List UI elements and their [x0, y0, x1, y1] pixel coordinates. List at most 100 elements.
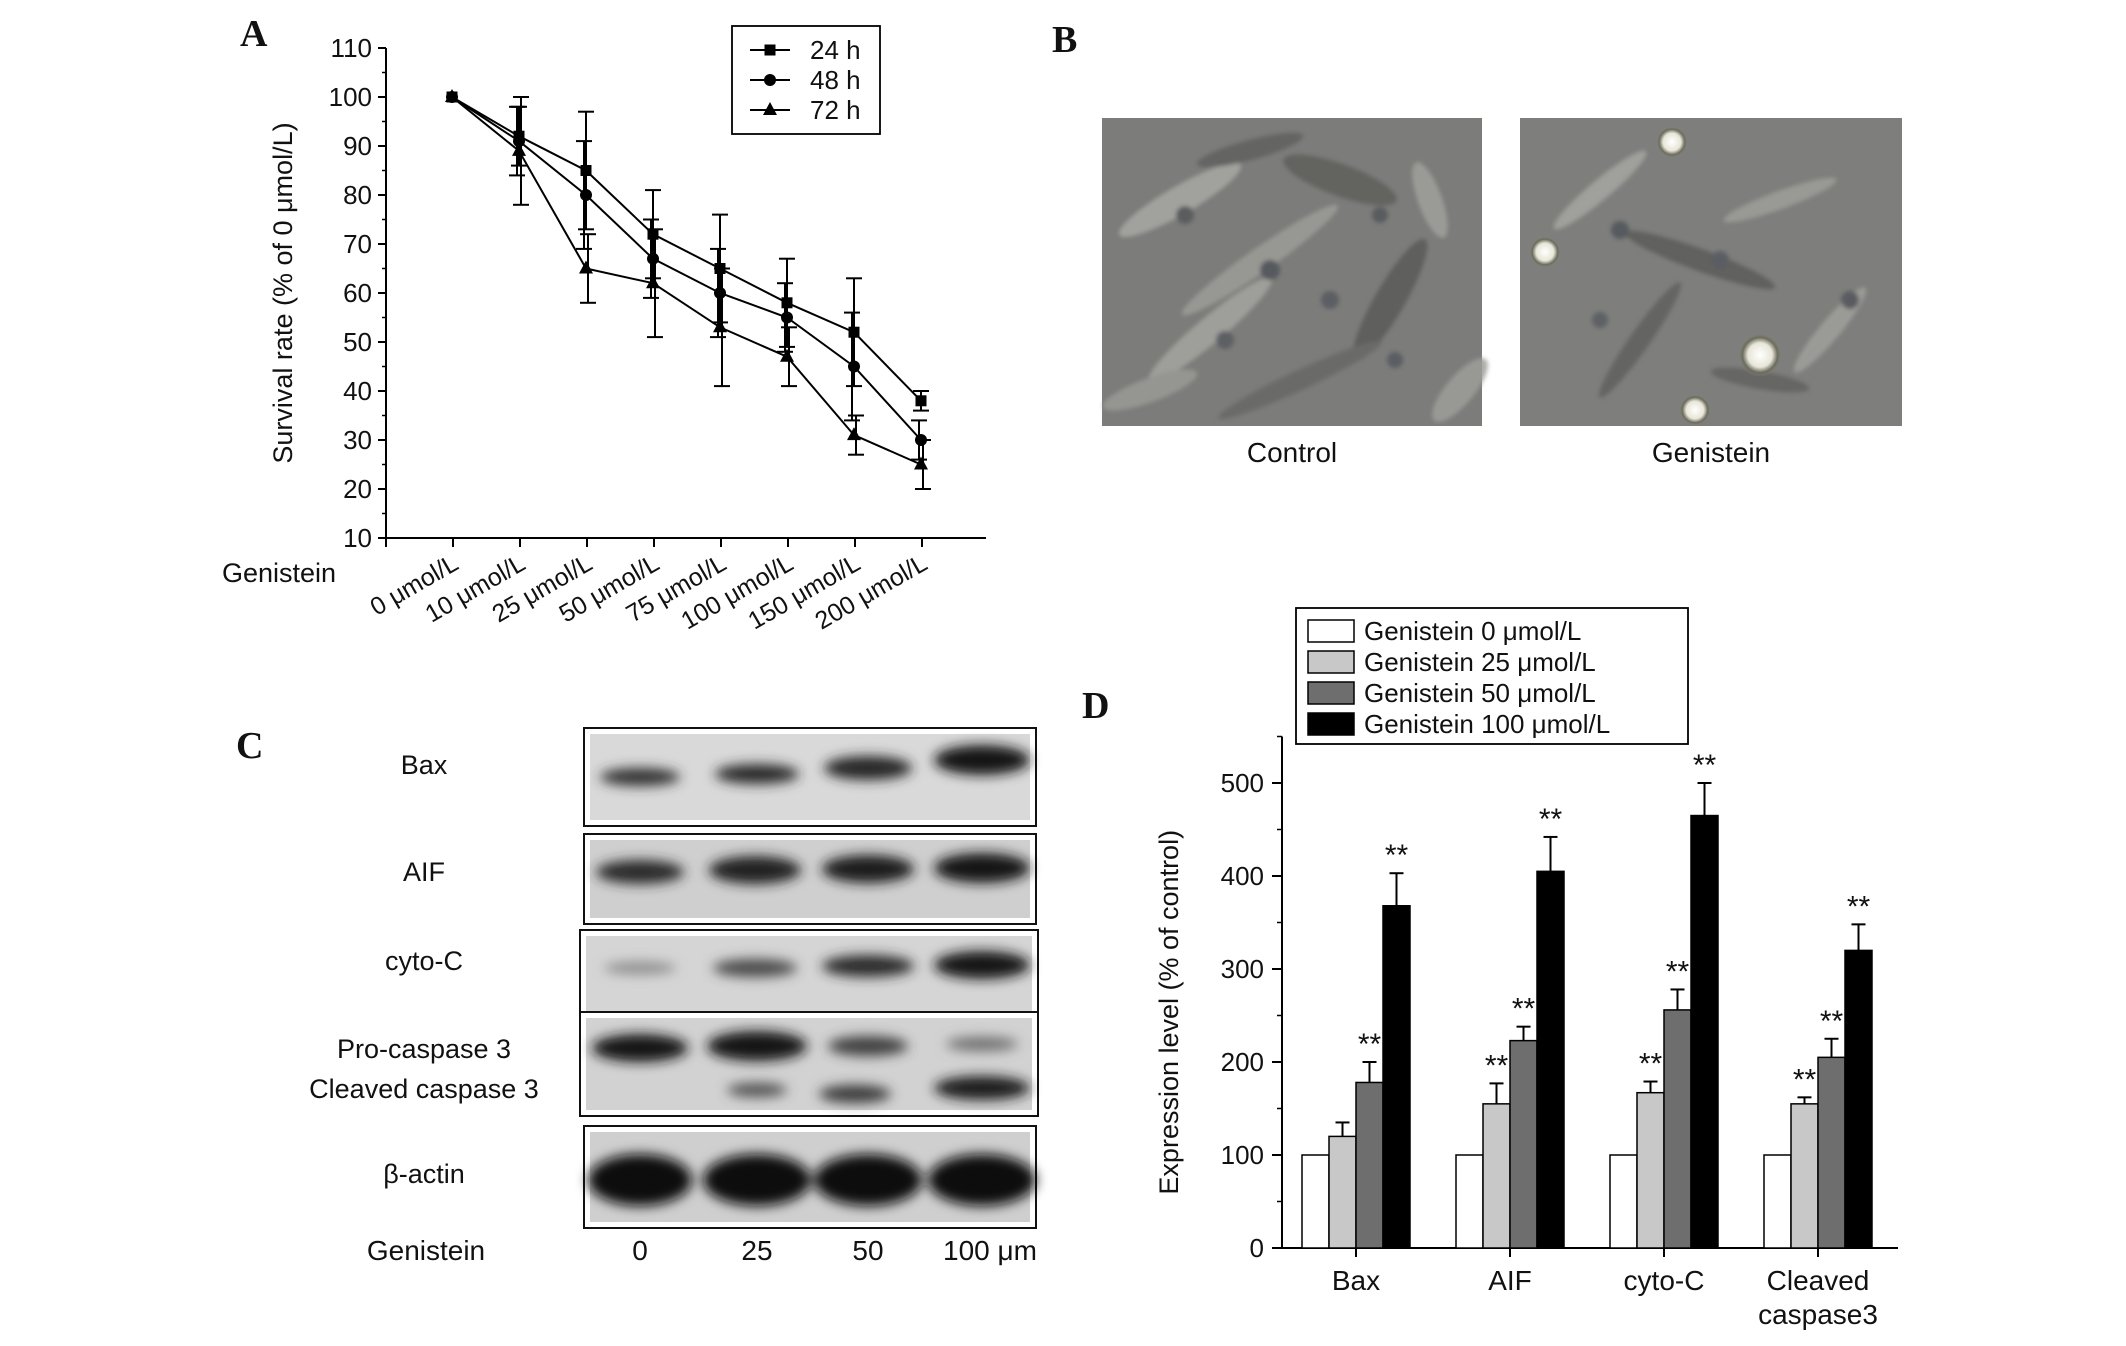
- a-data-point: [847, 427, 861, 441]
- d-legend-label: Genistein 50 μmol/L: [1364, 678, 1596, 708]
- d-significance-mark: **: [1666, 955, 1690, 988]
- band-label-bax: Bax: [401, 750, 448, 780]
- a-legend-marker: [764, 74, 776, 86]
- micrograph-control: [1102, 118, 1488, 426]
- d-significance-mark: **: [1358, 1028, 1382, 1061]
- a-data-point: [647, 228, 659, 240]
- a-data-point: [714, 287, 726, 299]
- d-significance-mark: **: [1793, 1063, 1817, 1096]
- d-bar: [1355, 1081, 1384, 1249]
- d-y-tick-label: 100: [1221, 1140, 1264, 1170]
- d-bar: [1817, 1056, 1846, 1249]
- d-legend-label: Genistein 0 μmol/L: [1364, 616, 1581, 646]
- d-legend-label: Genistein 100 μmol/L: [1364, 709, 1610, 739]
- a-legend-label: 24 h: [810, 35, 861, 65]
- d-bar: [1482, 1103, 1511, 1249]
- a-y-tick-label: 100: [329, 82, 372, 112]
- panel-c: C Bax AIF cyto-C Pro-caspase 3 Cleaved c…: [236, 725, 1039, 1266]
- lane-label-100: 100 μm: [943, 1235, 1037, 1266]
- lane-label-50: 50: [852, 1235, 883, 1266]
- d-legend-swatch: [1307, 712, 1355, 736]
- d-legend-box: [1295, 607, 1689, 745]
- a-data-point: [713, 319, 727, 333]
- band-label-beta-actin: β-actin: [383, 1159, 465, 1189]
- panel-d: D 0 100 200 300 400 500 Expression level (% of…: [1082, 607, 1898, 1330]
- a-y-tick-label: 50: [343, 327, 372, 357]
- d-y-axis-title: Expression level (% of control): [1154, 830, 1184, 1195]
- panel-b: B: [1052, 19, 1902, 468]
- d-x-tick-label: AIF: [1488, 1265, 1532, 1296]
- a-data-point: [580, 189, 592, 201]
- d-legend-swatch: [1307, 619, 1355, 643]
- panel-b-letter: B: [1052, 19, 1077, 61]
- micrograph-genistein: [1520, 118, 1902, 426]
- d-significance-mark: **: [1820, 1005, 1844, 1038]
- d-significance-mark: **: [1847, 890, 1871, 923]
- band-label-aif: AIF: [403, 857, 445, 887]
- d-bar: [1509, 1039, 1538, 1249]
- a-y-tick-label: 40: [343, 376, 372, 406]
- a-legend-marker: [763, 102, 777, 115]
- expression-chart: 0 100 200 300 400 500 Expression level (% of c…: [1154, 607, 1898, 1330]
- d-bar: [1663, 1009, 1692, 1249]
- a-data-point: [445, 89, 459, 102]
- a-series-line: [451, 96, 922, 402]
- a-data-point: [780, 348, 794, 362]
- band-label-pro-caspase3: Pro-caspase 3: [337, 1034, 511, 1064]
- a-series-line: [451, 96, 922, 466]
- lane-row-label: Genistein: [367, 1235, 485, 1266]
- d-significance-mark: **: [1512, 993, 1536, 1026]
- d-legend-swatch: [1307, 681, 1355, 705]
- a-data-point: [647, 252, 659, 265]
- d-bar: [1636, 1091, 1665, 1249]
- a-data-point: [914, 456, 928, 470]
- micrograph-label-control: Control: [1247, 437, 1337, 468]
- d-significance-mark: **: [1485, 1049, 1509, 1082]
- a-y-tick-label: 80: [343, 180, 372, 210]
- d-x-tick-label: Bax: [1332, 1265, 1380, 1296]
- a-y-tick-label: 20: [343, 474, 372, 504]
- panel-c-letter: C: [236, 725, 263, 767]
- a-y-axis-title: Survival rate (% of 0 μmol/L): [268, 122, 298, 463]
- d-bar: [1328, 1135, 1357, 1249]
- a-series-line: [451, 96, 922, 441]
- d-x-tick-label: cyto-C: [1624, 1265, 1705, 1296]
- d-y-tick-label: 200: [1221, 1047, 1264, 1077]
- blot-caspase3: [579, 1011, 1039, 1117]
- a-y-tick-label: 30: [343, 425, 372, 455]
- lane-label-0: 0: [632, 1235, 648, 1266]
- d-legend-label: Genistein 25 μmol/L: [1364, 647, 1596, 677]
- d-y-tick-label: 500: [1221, 768, 1264, 798]
- blot-aif: [583, 833, 1037, 925]
- d-y-tick-label: 300: [1221, 954, 1264, 984]
- d-bar: [1301, 1154, 1330, 1249]
- d-significance-mark: **: [1639, 1048, 1663, 1081]
- band-label-cleaved-caspase3: Cleaved caspase 3: [309, 1074, 539, 1104]
- a-data-point: [848, 360, 860, 373]
- blot-cyto-c: [579, 929, 1039, 1021]
- d-legend-swatch: [1307, 650, 1355, 674]
- a-data-point: [579, 260, 593, 274]
- a-legend-label: 48 h: [810, 65, 861, 95]
- a-legend-marker: [764, 44, 776, 56]
- blot-beta-actin: [583, 1125, 1037, 1229]
- a-data-point: [781, 311, 793, 324]
- micrograph-label-genistein: Genistein: [1652, 437, 1770, 468]
- a-data-point: [781, 297, 793, 309]
- d-x-tick-label-line2: caspase3: [1758, 1299, 1878, 1330]
- a-y-tick-label: 60: [343, 278, 372, 308]
- d-bar: [1763, 1154, 1792, 1249]
- d-bar: [1790, 1103, 1819, 1249]
- a-legend-label: 72 h: [810, 95, 861, 125]
- blot-bax: [583, 727, 1037, 827]
- d-bar: [1690, 814, 1719, 1249]
- a-y-tick-label: 10: [343, 523, 372, 553]
- a-y-tick-label: 110: [331, 33, 372, 63]
- d-y-tick-label: 400: [1221, 861, 1264, 891]
- a-data-point: [512, 142, 526, 156]
- d-y-tick-label: 0: [1250, 1233, 1264, 1263]
- d-bar: [1609, 1154, 1638, 1249]
